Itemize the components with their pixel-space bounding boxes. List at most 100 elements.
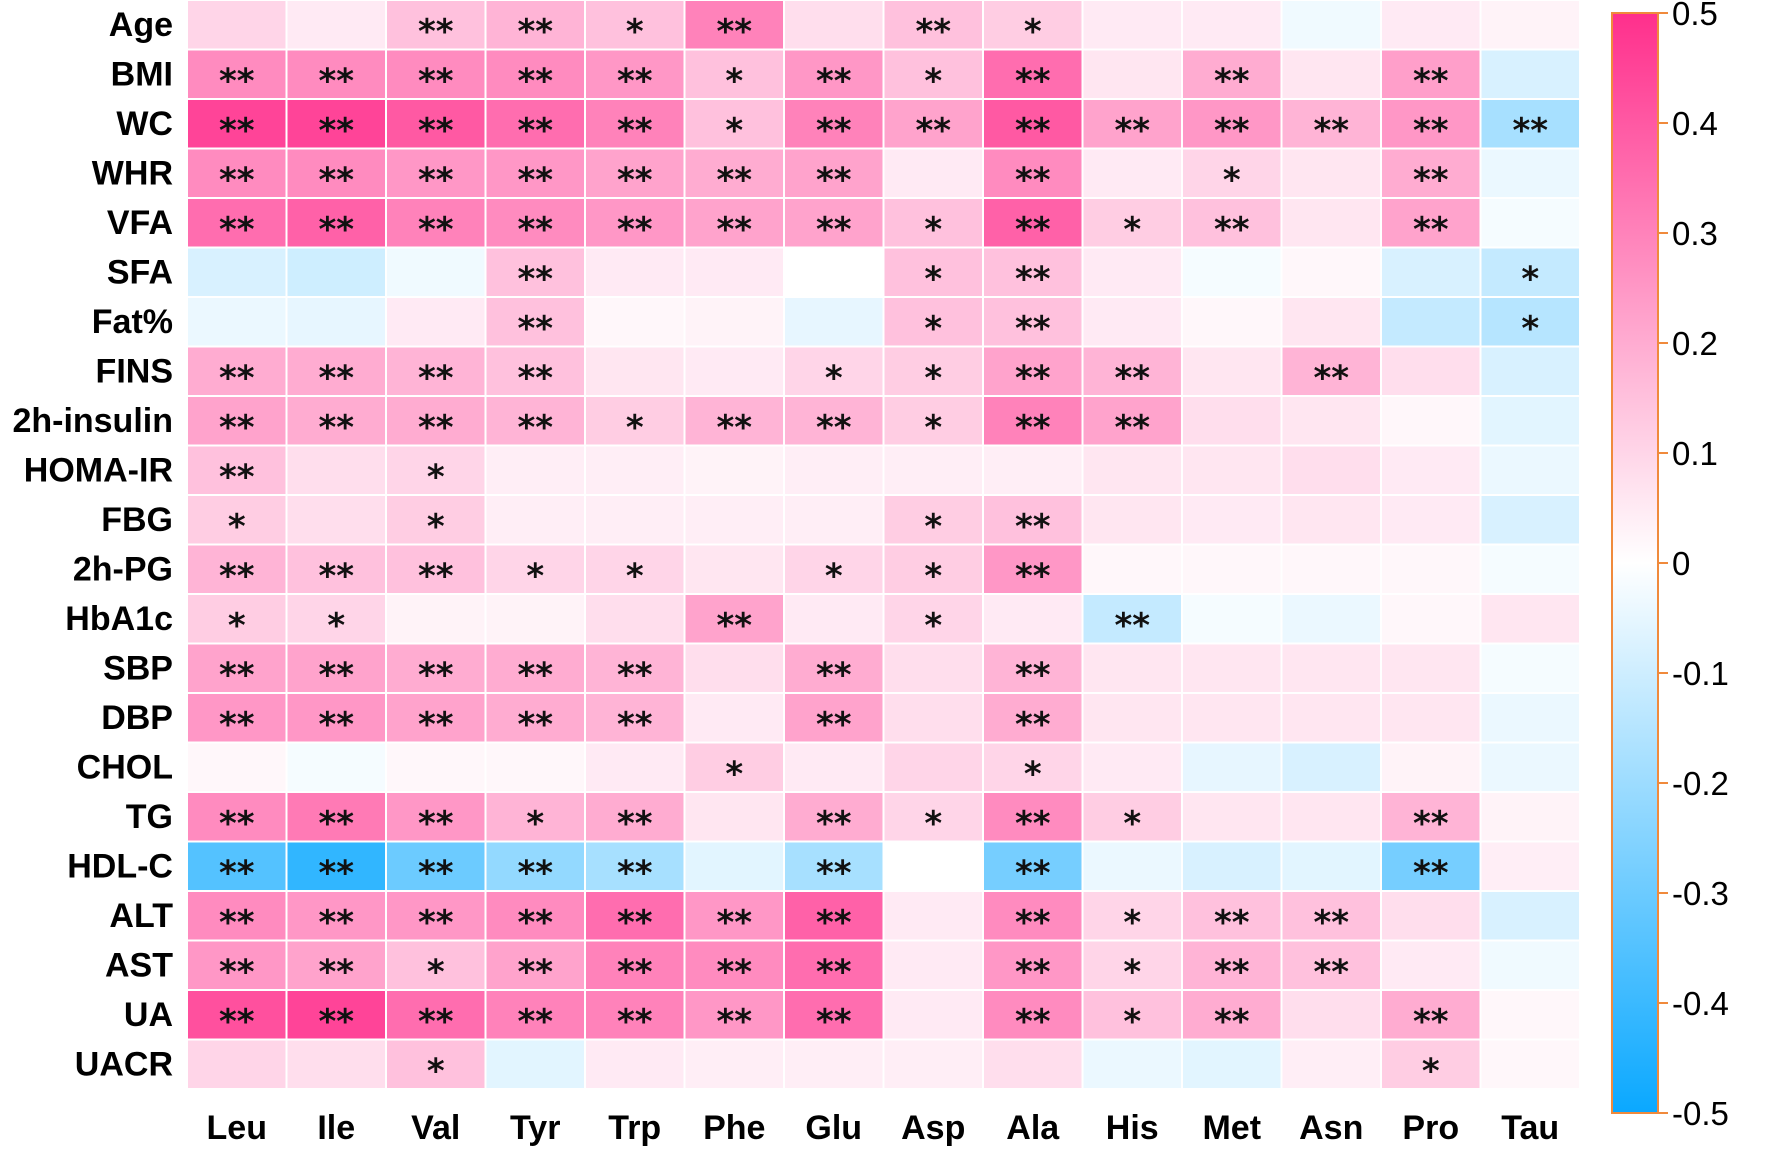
- heatmap-cell: [1282, 842, 1380, 890]
- heatmap-cell: [1183, 892, 1281, 940]
- heatmap-cell: [785, 496, 883, 544]
- heatmap-cell: [1083, 248, 1181, 296]
- row-labels: Age BMI WC WHR VFA SFA Fat% FINS 2h-insulin HOMA-…: [12, 6, 173, 1084]
- significance-marker: **: [1413, 111, 1449, 151]
- heatmap-cell: [1083, 892, 1181, 940]
- heatmap-cell: [287, 1, 385, 49]
- significance-marker: **: [418, 853, 454, 893]
- heatmap-cell: [884, 793, 982, 841]
- heatmap-cell: [1183, 446, 1281, 494]
- significance-marker: **: [1015, 804, 1051, 844]
- heatmap-cell: [188, 199, 286, 247]
- heatmap-cell: [1382, 50, 1480, 98]
- significance-marker: **: [418, 408, 454, 448]
- heatmap-cell: [486, 644, 584, 692]
- significance-marker: *: [1123, 804, 1141, 844]
- colorbar-gradient: [1611, 12, 1659, 1114]
- column-label: Tyr: [510, 1109, 560, 1147]
- heatmap-cell: [884, 595, 982, 643]
- row-label: HOMA-IR: [24, 451, 173, 489]
- heatmap-cell: [188, 397, 286, 445]
- significance-marker: **: [1413, 61, 1449, 101]
- heatmap-cell: [785, 595, 883, 643]
- row-label: Fat%: [92, 303, 173, 341]
- heatmap-cell: [387, 793, 485, 841]
- heatmap-cell: [785, 298, 883, 346]
- heatmap-cell: [486, 100, 584, 148]
- significance-marker: **: [318, 903, 354, 943]
- heatmap-cell: [287, 793, 385, 841]
- row-label: 2h-PG: [73, 550, 173, 588]
- heatmap-cell: [685, 941, 783, 989]
- column-label: Met: [1202, 1109, 1261, 1147]
- heatmap-cell: [884, 941, 982, 989]
- row-label: DBP: [101, 699, 173, 737]
- significance-marker: **: [219, 556, 255, 596]
- heatmap-cell: [1083, 793, 1181, 841]
- heatmap-cell: [387, 941, 485, 989]
- heatmap-cell: [1481, 842, 1579, 890]
- significance-marker: **: [318, 1002, 354, 1042]
- heatmap-cell: [685, 991, 783, 1039]
- heatmap-cell: [1083, 397, 1181, 445]
- heatmap-cell: [486, 991, 584, 1039]
- significance-marker: **: [1214, 61, 1250, 101]
- heatmap-cell: [188, 644, 286, 692]
- heatmap-cell: [884, 149, 982, 197]
- heatmap-cell: [1382, 199, 1480, 247]
- heatmap-cell: [188, 991, 286, 1039]
- colorbar: 0.5 0.4 0.3 0.2 0.1 0 -0.1 -0.2 -0.3 -0.4 -0.5: [1611, 0, 1729, 1132]
- heatmap-cell: [785, 842, 883, 890]
- significance-marker: **: [318, 111, 354, 151]
- significance-marker: **: [716, 1002, 752, 1042]
- heatmap-cell: [984, 941, 1082, 989]
- heatmap-cell: [884, 1, 982, 49]
- significance-markers: ** ** * ** ** *** ** ** ** ** * ** * ** ** **** ** ** ** **…: [219, 12, 1548, 1092]
- significance-marker: **: [816, 111, 852, 151]
- heatmap-cell: [1183, 941, 1281, 989]
- significance-marker: **: [219, 804, 255, 844]
- heatmap-cell: [685, 496, 783, 544]
- heatmap-cell: [287, 149, 385, 197]
- column-label: Pro: [1402, 1109, 1459, 1147]
- significance-marker: **: [716, 903, 752, 943]
- heatmap-cell: [1481, 892, 1579, 940]
- heatmap-cell: [287, 397, 385, 445]
- significance-marker: **: [418, 556, 454, 596]
- heatmap-cell: [785, 743, 883, 791]
- significance-marker: **: [1015, 655, 1051, 695]
- heatmap-cell: [1481, 545, 1579, 593]
- significance-marker: **: [816, 705, 852, 745]
- heatmap-cell: [1481, 644, 1579, 692]
- heatmap-cell: [486, 199, 584, 247]
- significance-marker: **: [219, 457, 255, 497]
- heatmap-cell: [884, 545, 982, 593]
- heatmap-cell: [188, 545, 286, 593]
- heatmap-cell: [984, 694, 1082, 742]
- heatmap-cell: [486, 149, 584, 197]
- significance-marker: *: [924, 61, 942, 101]
- heatmap-cell: [1282, 1040, 1380, 1088]
- heatmap-cell: [486, 842, 584, 890]
- significance-marker: **: [517, 259, 553, 299]
- heatmap-cell: [1083, 644, 1181, 692]
- significance-marker: *: [924, 408, 942, 448]
- heatmap-cell: [1083, 298, 1181, 346]
- heatmap-cell: [1481, 446, 1579, 494]
- heatmap-cell: [1382, 842, 1480, 890]
- heatmap-cell: [287, 1040, 385, 1088]
- significance-marker: **: [418, 358, 454, 398]
- heatmap-cell: [685, 397, 783, 445]
- heatmap-cell: [1481, 50, 1579, 98]
- heatmap-cell: [1382, 743, 1480, 791]
- significance-marker: *: [1123, 210, 1141, 250]
- significance-marker: **: [716, 606, 752, 646]
- significance-marker: **: [1015, 309, 1051, 349]
- heatmap-cell: [188, 1040, 286, 1088]
- heatmap-cell: [785, 644, 883, 692]
- significance-marker: **: [318, 358, 354, 398]
- heatmap-cell: [486, 298, 584, 346]
- column-label: Glu: [805, 1109, 862, 1147]
- heatmap-cell: [188, 694, 286, 742]
